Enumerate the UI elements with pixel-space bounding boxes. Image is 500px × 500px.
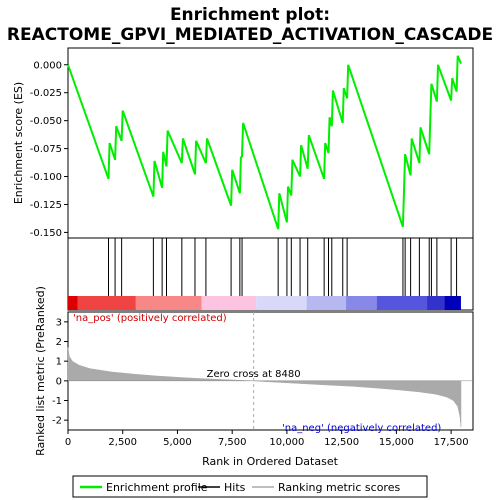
- chart-title-line1: Enrichment plot:: [170, 5, 330, 25]
- legend: Enrichment profile Hits Ranking metric sco…: [72, 475, 428, 498]
- es-panel: 0.000 -0.025 -0.050 -0.075 -0.100 -0.125 -0.15…: [12, 47, 474, 239]
- ranked-color-bar: [68, 296, 461, 310]
- legend-items: Enrichment profile Hits Ranking metric sco…: [80, 481, 400, 494]
- color-bar-segment: [444, 296, 461, 310]
- legend-label: Ranking metric scores: [278, 481, 400, 494]
- color-bar-segment: [376, 296, 428, 310]
- positive-correlation-label: 'na_pos' (positively correlated): [73, 313, 227, 324]
- x-tick-label: 10,000: [269, 437, 304, 448]
- color-bar-segment: [201, 296, 257, 310]
- enrichment-profile-line: [67, 55, 462, 230]
- metric-y-tick-label: -1: [52, 396, 62, 407]
- metric-y-tick-label: 3: [56, 317, 62, 328]
- es-y-tick-label: -0.050: [30, 116, 62, 127]
- es-y-axis-label: Enrichment score (ES): [12, 82, 25, 204]
- metric-panel-frame: [67, 311, 474, 431]
- x-axis-label: Rank in Ordered Dataset: [202, 455, 339, 468]
- chart-title-line2: REACTOME_GPVI_MEDIATED_ACTIVATION_CASCAD…: [7, 25, 493, 45]
- hit-lines: [108, 238, 458, 296]
- color-bar-segment: [306, 296, 347, 310]
- es-y-tick-label: -0.075: [30, 144, 62, 155]
- x-tick-label: 7,500: [218, 437, 247, 448]
- metric-y-tick-label: 0: [56, 376, 62, 387]
- legend-label: Hits: [224, 481, 246, 494]
- es-y-tick-label: -0.125: [30, 200, 62, 211]
- color-bar-segment: [256, 296, 307, 310]
- es-y-tick-label: -0.025: [30, 88, 62, 99]
- metric-y-tick-label: 1: [56, 357, 62, 368]
- x-tick-label: 2,500: [108, 437, 137, 448]
- color-bar-segment: [427, 296, 445, 310]
- color-bar-segment: [135, 296, 202, 310]
- es-y-tick-label: -0.150: [30, 228, 62, 239]
- x-axis-ticks: 0 2,500 5,000 7,500 10,000 12,500 15,000 17,500: [65, 430, 469, 448]
- ranking-metric-area: [67, 347, 462, 428]
- x-tick-label: 5,000: [163, 437, 192, 448]
- es-y-tick-label: -0.100: [30, 172, 62, 183]
- legend-label: Enrichment profile: [106, 481, 208, 494]
- x-tick-label: 0: [65, 437, 71, 448]
- es-y-tick-label: 0.000: [33, 60, 62, 71]
- metric-y-axis-label: Ranked list metric (PreRanked): [34, 286, 47, 456]
- x-tick-label: 12,500: [324, 437, 359, 448]
- color-bar-segment: [346, 296, 377, 310]
- metric-panel: 3 2 1 0 -1 -2 'na_pos' (positively correlated…: [34, 286, 474, 456]
- zero-cross-label: Zero cross at 8480: [207, 369, 301, 380]
- metric-y-tick-label: 2: [56, 337, 62, 348]
- x-tick-label: 17,500: [434, 437, 469, 448]
- color-bar-segment: [68, 296, 78, 310]
- metric-y-ticks: 3 2 1 0 -1 -2: [52, 317, 68, 427]
- negative-correlation-label: 'na_neg' (negatively correlated): [282, 423, 441, 434]
- legend-frame: [72, 475, 428, 498]
- hits-panel: [67, 237, 474, 311]
- color-bar-segment: [77, 296, 136, 310]
- metric-y-tick-label: -2: [52, 416, 62, 427]
- x-tick-label: 15,000: [379, 437, 414, 448]
- es-y-ticks: 0.000 -0.025 -0.050 -0.075 -0.100 -0.125 -0.15…: [30, 60, 68, 239]
